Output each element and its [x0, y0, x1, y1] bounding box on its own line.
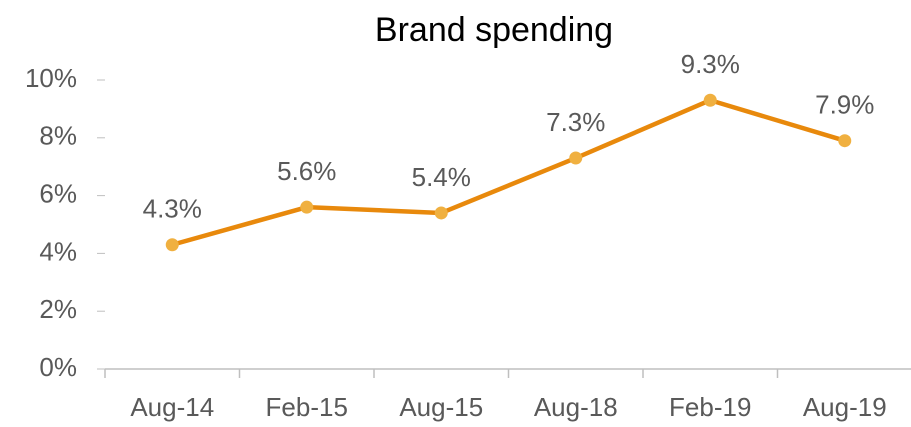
data-label: 7.9% — [815, 90, 874, 120]
x-tick-label: Feb-19 — [669, 392, 751, 422]
line — [171, 97, 846, 247]
marker — [300, 200, 314, 214]
y-tick-label: 10% — [25, 63, 77, 93]
chart-title: Brand spending — [375, 11, 613, 49]
y-tick-label: 2% — [39, 294, 77, 324]
y-tick-label: 6% — [39, 178, 77, 208]
data-label: 5.4% — [412, 162, 471, 192]
marker — [703, 93, 717, 107]
x-tick-label: Aug-14 — [130, 392, 214, 422]
x-tick-label: Feb-15 — [266, 392, 348, 422]
data-label: 9.3% — [681, 49, 740, 79]
marker — [569, 151, 583, 165]
y-tick-label: 0% — [39, 352, 77, 382]
marker — [838, 134, 852, 148]
marker — [165, 238, 179, 252]
x-tick-label: Aug-15 — [399, 392, 483, 422]
marker — [434, 206, 448, 220]
x-tick-label: Aug-18 — [534, 392, 618, 422]
data-label: 7.3% — [546, 107, 605, 137]
data-label: 5.6% — [277, 156, 336, 186]
y-tick-label: 4% — [39, 236, 77, 266]
x-tick-label: Aug-19 — [803, 392, 887, 422]
data-label: 4.3% — [143, 194, 202, 224]
y-tick-label: 8% — [39, 121, 77, 151]
